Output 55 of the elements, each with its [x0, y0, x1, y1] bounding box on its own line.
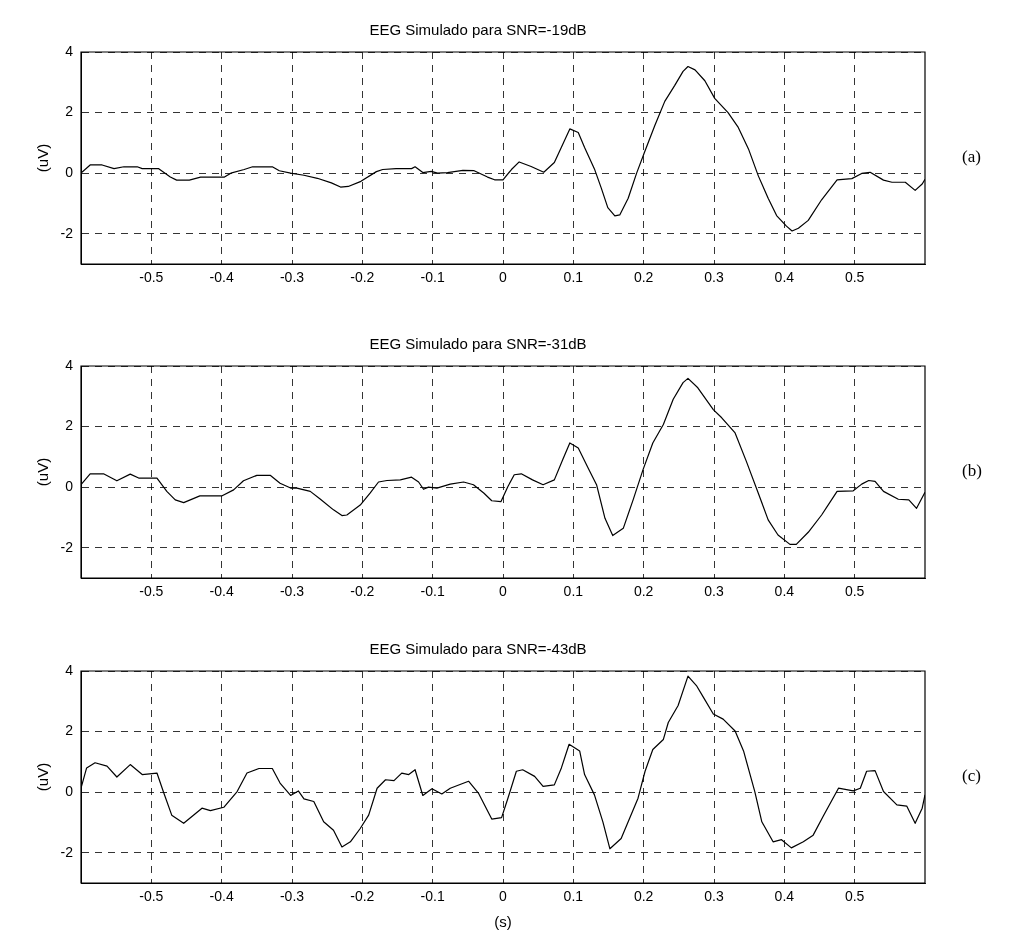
y-axis-title: (uV) [34, 457, 52, 487]
x-tick-label: 0.3 [704, 583, 724, 600]
x-tick-label: -0.1 [420, 269, 445, 286]
x-tick-label: 0.2 [633, 583, 654, 600]
x-tick-label: 0.4 [774, 888, 795, 905]
x-tick-label: -0.2 [350, 269, 375, 286]
x-tick-label: 0.3 [704, 269, 724, 286]
x-tick-label: -0.4 [209, 888, 234, 905]
x-axis-title: (s) [494, 913, 512, 931]
x-tick-label: 0.4 [774, 583, 795, 600]
x-tick-label: 0 [499, 583, 508, 600]
y-tick-label: 0 [65, 783, 74, 799]
y-tick-label: 2 [65, 103, 74, 120]
x-tick-label: -0.3 [279, 269, 305, 286]
y-tick-label: 4 [65, 356, 74, 373]
x-tick-label: -0.3 [279, 888, 305, 905]
x-tick-label: 0.5 [844, 583, 865, 600]
y-tick-label: 0 [65, 164, 74, 180]
x-tick-label: -0.1 [420, 583, 445, 600]
y-tick-label: -2 [60, 224, 74, 241]
y-tick-label: 4 [65, 661, 74, 678]
chart-title: EEG Simulado para SNR=-19dB [369, 21, 587, 39]
x-tick-label: 0.3 [704, 888, 724, 905]
x-tick-label: 0.5 [844, 888, 865, 905]
y-tick-label: 2 [65, 722, 74, 739]
text: (b) [962, 461, 982, 481]
x-tick-label: 0.1 [563, 888, 584, 905]
y-tick-label: -2 [60, 843, 74, 860]
x-tick-label: -0.2 [350, 583, 375, 600]
y-tick-label: -2 [60, 538, 74, 555]
x-tick-label: 0 [499, 888, 508, 905]
y-axis-title: (uV) [34, 762, 52, 792]
x-tick-label: -0.5 [139, 269, 164, 286]
x-tick-label: -0.2 [350, 888, 375, 905]
y-tick-label: 4 [65, 42, 74, 59]
x-tick-label: -0.1 [420, 888, 445, 905]
y-tick-label: 0 [65, 478, 74, 494]
y-tick-label: 2 [65, 417, 74, 434]
x-tick-label: 0 [499, 269, 508, 286]
x-tick-label: 0.4 [774, 269, 795, 286]
x-tick-label: 0.2 [633, 269, 654, 286]
x-tick-label: 0.1 [563, 269, 584, 286]
x-tick-label: -0.3 [279, 583, 305, 600]
text: (c) [962, 766, 981, 786]
y-axis-title: (uV) [34, 143, 52, 173]
x-tick-label: 0.2 [633, 888, 654, 905]
x-tick-label: -0.4 [209, 269, 234, 286]
x-tick-label: -0.5 [139, 583, 164, 600]
chart-title: EEG Simulado para SNR=-31dB [369, 335, 587, 353]
x-tick-label: 0.1 [563, 583, 584, 600]
text: (a) [962, 147, 981, 167]
chart-title: EEG Simulado para SNR=-43dB [369, 640, 587, 658]
x-tick-label: -0.5 [139, 888, 164, 905]
x-tick-label: -0.4 [209, 583, 234, 600]
x-tick-label: 0.5 [844, 269, 865, 286]
